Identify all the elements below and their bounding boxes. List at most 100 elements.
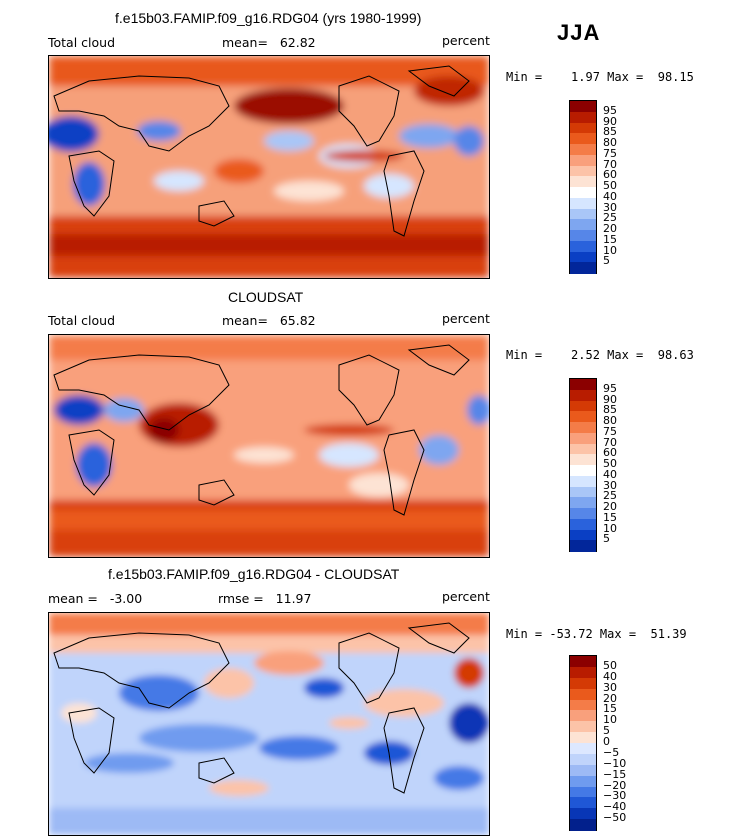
colorbar-swatch [570,187,596,199]
colorbar-tick-label: 60 [603,168,617,182]
colorbar-tick-label: −40 [603,800,627,814]
colorbar-swatch [570,497,596,509]
colorbar-tick-label: 75 [603,146,617,160]
colorbar-swatch [570,732,596,744]
colorbar-tick-label: 5 [603,724,610,738]
colorbar-tick-label: 10 [603,521,617,535]
panel-3-title: f.e15b03.FAMIP.f09_g16.RDG04 - CLOUDSAT [108,566,400,582]
colorbar-swatch [570,122,596,134]
colorbar-tick-label: −15 [603,767,627,781]
colorbar-swatch [570,144,596,156]
panel-3-map-svg [49,613,489,835]
panel-2-minmax: Min = 2.52 Max = 98.63 [506,348,694,362]
colorbar-swatch [570,411,596,423]
colorbar-swatch [570,710,596,722]
panel-2-title: CLOUDSAT [228,289,304,305]
colorbar-swatch [570,422,596,434]
colorbar-tick-label: 75 [603,424,617,438]
colorbar-tick-label: 20 [603,691,617,705]
colorbar-swatch [570,808,596,820]
colorbar-swatch [570,262,596,274]
colorbar-tick-label: −20 [603,778,627,792]
colorbar-tick-label: 10 [603,243,617,257]
colorbar-swatch [570,208,596,220]
colorbar-tick-label: 10 [603,713,617,727]
colorbar-swatch [570,666,596,679]
colorbar-tick-label: 25 [603,211,617,225]
colorbar-tick-label: 70 [603,435,617,449]
colorbar-tick-label: 30 [603,478,617,492]
panel-2-colorbar [569,378,597,552]
colorbar-swatch [570,721,596,733]
colorbar-swatch [570,775,596,787]
colorbar-swatch [570,529,596,541]
colorbar-swatch [570,197,596,209]
colorbar-swatch [570,764,596,777]
colorbar-swatch [570,540,596,552]
panel-1-map-svg [49,56,489,278]
colorbar-tick-label: 15 [603,510,617,524]
colorbar-swatch [570,786,596,798]
colorbar-tick-label: −10 [603,756,627,770]
colorbar-tick-label: 30 [603,200,617,214]
colorbar-swatch [570,508,596,520]
panel-3-mean-label: mean = -3.00 [48,591,143,606]
panel-1-map [48,55,490,279]
colorbar-swatch [570,656,596,668]
panel-3-rmse-label: rmse = 11.97 [218,591,312,606]
colorbar-swatch [570,240,596,252]
panel-2-units-label: percent [442,311,490,326]
colorbar-swatch [570,677,596,690]
colorbar-swatch [570,688,596,700]
colorbar-tick-label: −30 [603,789,627,803]
colorbar-tick-label: 80 [603,414,617,427]
panel-1-title: f.e15b03.FAMIP.f09_g16.RDG04 (yrs 1980-1… [115,10,422,26]
panel-1-units-label: percent [442,33,490,48]
panel-3-colorbar [569,655,597,831]
colorbar-tick-label: 25 [603,489,617,503]
colorbar-tick-label: 40 [603,669,617,683]
panel-3-minmax: Min = -53.72 Max = 51.39 [506,627,687,641]
colorbar-tick-label: 85 [603,125,617,139]
colorbar-tick-label: 50 [603,179,617,192]
season-label: JJA [557,20,601,45]
colorbar-swatch [570,797,596,809]
colorbar-tick-label: 5 [603,532,610,546]
colorbar-tick-label: 20 [603,222,617,235]
colorbar-tick-label: 90 [603,114,617,128]
colorbar-tick-label: 5 [603,254,610,268]
panel-2-map-svg [49,335,489,557]
colorbar-tick-label: 40 [603,189,617,203]
colorbar-tick-label: 15 [603,702,617,716]
colorbar-swatch [570,400,596,412]
colorbar-swatch [570,379,596,391]
colorbar-tick-label: 50 [603,457,617,470]
colorbar-swatch [570,101,596,113]
colorbar-tick-label: 85 [603,403,617,417]
colorbar-tick-label: 95 [603,381,617,395]
colorbar-tick-label: 20 [603,500,617,513]
panel-2-mean-label: mean= 65.82 [222,313,316,328]
colorbar-swatch [570,165,596,177]
colorbar-swatch [570,443,596,455]
colorbar-swatch [570,454,596,466]
colorbar-swatch [570,154,596,166]
panel-3-map [48,612,490,836]
colorbar-tick-label: −50 [603,811,627,825]
colorbar-swatch [570,219,596,231]
colorbar-tick-label: 40 [603,467,617,481]
colorbar-swatch [570,819,596,831]
panel-1-colorbar [569,100,597,274]
colorbar-swatch [570,518,596,530]
colorbar-swatch [570,743,596,755]
colorbar-swatch [570,475,596,487]
colorbar-swatch [570,230,596,242]
colorbar-swatch [570,389,596,401]
panel-1-mean-label: mean= 62.82 [222,35,316,50]
colorbar-swatch [570,465,596,477]
colorbar-swatch [570,486,596,498]
colorbar-tick-label: 80 [603,136,617,149]
colorbar-tick-label: 90 [603,392,617,406]
colorbar-tick-label: 60 [603,446,617,460]
colorbar-tick-label: −5 [603,745,620,759]
